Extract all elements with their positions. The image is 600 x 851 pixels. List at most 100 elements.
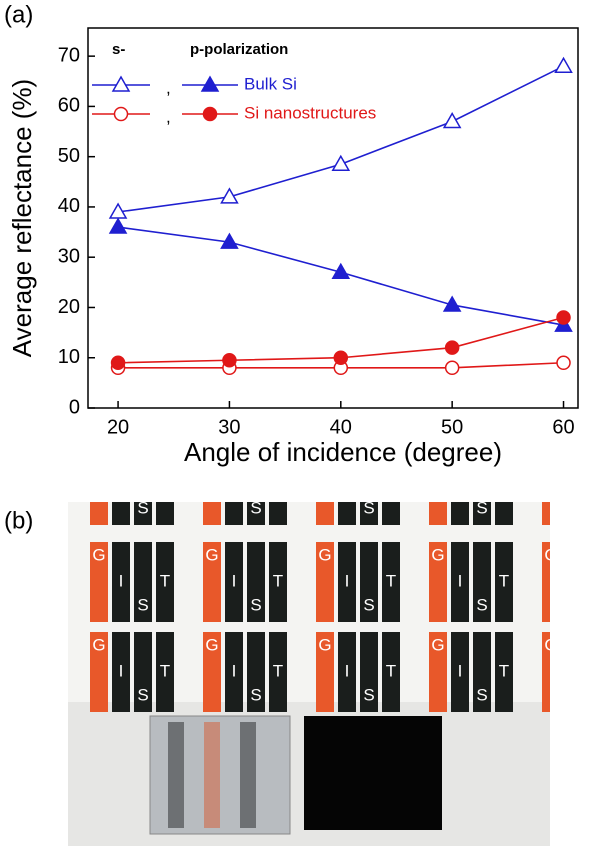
tile-letter: I [458, 474, 463, 493]
y-tick-label: 70 [58, 44, 80, 66]
tile-bar [247, 542, 265, 622]
tile-letter: I [458, 571, 463, 590]
legend-separator: , [166, 107, 171, 126]
tile-bar [382, 542, 400, 622]
marker [333, 350, 349, 365]
tile-bar [451, 542, 469, 622]
tile-letter: G [544, 635, 557, 654]
tile-bar [156, 632, 174, 712]
tile-letter: I [232, 571, 237, 590]
tile-bar [360, 542, 378, 622]
y-tick-label: 40 [58, 195, 80, 217]
marker [110, 355, 126, 371]
tile-letter: I [345, 661, 350, 680]
tile-bar [338, 632, 356, 712]
tile-bar [564, 445, 582, 525]
tile-bar [225, 542, 243, 622]
tile-letter: I [119, 661, 124, 680]
tile-orange [203, 542, 221, 622]
reflection-stripe [204, 722, 220, 828]
tile-bar [586, 542, 600, 622]
x-axis-label: Angle of incidence (degree) [184, 437, 502, 467]
tile-bar [247, 632, 265, 712]
tile-orange [90, 542, 108, 622]
tile-letter: S [589, 595, 600, 614]
tile-letter: S [476, 595, 487, 614]
legend-marker [200, 75, 220, 92]
tile-letter: I [458, 661, 463, 680]
tile-bar [156, 542, 174, 622]
tile-bar [156, 502, 174, 525]
marker [444, 360, 460, 376]
y-tick-label: 10 [58, 346, 80, 368]
marker [222, 352, 237, 368]
tile-letter: S [250, 498, 261, 517]
black-sample [304, 716, 442, 830]
tile-bar [112, 632, 130, 712]
y-tick-label: 0 [69, 396, 80, 418]
tile-letter: T [160, 474, 170, 493]
tile-bar [495, 542, 513, 622]
tile-bar [112, 542, 130, 622]
tile-bar [360, 502, 378, 525]
tile-letter: T [273, 474, 283, 493]
tile-letter: T [386, 571, 396, 590]
tile-bar [382, 502, 400, 525]
tile-letter: I [119, 571, 124, 590]
reflection-stripe [168, 722, 184, 828]
tile-orange [90, 632, 108, 712]
tile-bar [269, 632, 287, 712]
panel-label: (a) [4, 1, 33, 28]
tile-letter: I [232, 661, 237, 680]
tile-letter: T [386, 661, 396, 680]
tile-letter: I [571, 474, 576, 493]
tile-bar [269, 502, 287, 525]
y-tick-label: 20 [58, 296, 80, 318]
marker [220, 232, 239, 249]
tile-bar [225, 502, 243, 525]
tile-bar [495, 502, 513, 525]
tile-letter: S [137, 595, 148, 614]
tile-letter: G [92, 448, 105, 467]
tile-letter: T [273, 661, 283, 680]
marker [108, 217, 128, 234]
marker [556, 310, 571, 325]
tile-bar [495, 632, 513, 712]
tile-orange [203, 632, 221, 712]
tile-bar [451, 502, 469, 525]
tile-letter: I [119, 474, 124, 493]
tile-bar [451, 632, 469, 712]
tile-letter: T [499, 474, 509, 493]
tile-letter: S [363, 685, 374, 704]
tile-letter: G [205, 635, 218, 654]
tile-bar [564, 632, 582, 712]
marker [331, 154, 351, 171]
tile-letter: G [431, 635, 444, 654]
tile-orange [203, 502, 221, 525]
y-tick-label: 30 [58, 245, 80, 267]
tile-orange [90, 502, 108, 525]
tile-orange [429, 632, 447, 712]
tile-bar [360, 632, 378, 712]
tile-letter: S [476, 498, 487, 517]
tile-letter: G [544, 545, 557, 564]
marker [554, 56, 573, 73]
tile-letter: G [318, 635, 331, 654]
tile-bar [473, 632, 491, 712]
legend-header: s- [112, 41, 125, 58]
tile-letter: I [345, 474, 350, 493]
tile-letter: G [318, 545, 331, 564]
legend-label: Si nanostructures [244, 103, 376, 122]
tile-bar [586, 445, 600, 525]
tile-bar [247, 502, 265, 525]
y-axis-label: Average reflectance (%) [7, 79, 37, 357]
tile-bar [382, 632, 400, 712]
marker [442, 111, 462, 129]
tile-letter: S [589, 685, 600, 704]
tile-orange [429, 502, 447, 525]
tile-letter: G [92, 635, 105, 654]
reflection-stripe [240, 722, 256, 828]
tile-letter: S [137, 498, 148, 517]
tile-letter: G [92, 545, 105, 564]
tile-orange [316, 632, 334, 712]
